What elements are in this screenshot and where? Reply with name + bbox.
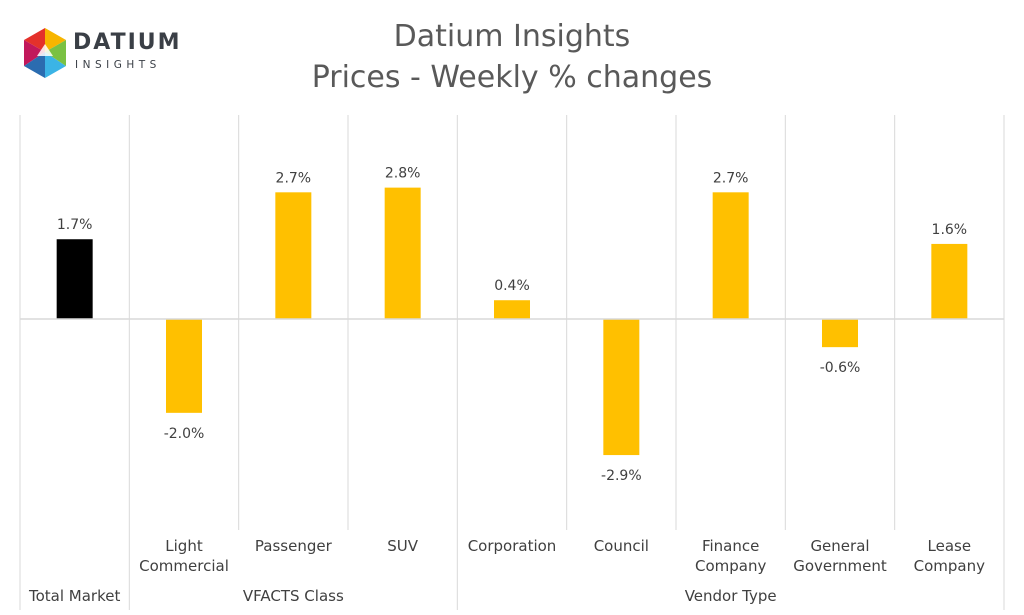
category-label: Company (695, 557, 766, 575)
value-labels: 1.7% -2.0% 2.7% 2.8% 0.4% -2.9% 2.7% -0.6% 1.6% (57, 166, 967, 484)
value-label: -0.6% (820, 360, 861, 376)
category-label: Company (914, 557, 985, 575)
category-label: Government (793, 557, 887, 575)
bar-council (603, 319, 640, 456)
value-label: 2.8% (385, 166, 421, 182)
category-label: Finance (702, 537, 759, 555)
bar-light-commercial (166, 319, 202, 413)
bar-suv (384, 187, 421, 319)
value-label: 2.7% (276, 170, 312, 186)
group-labels: VFACTS Class Vendor Type (243, 587, 777, 605)
value-label: 1.6% (932, 222, 968, 238)
category-label: Passenger (255, 537, 333, 555)
category-label: Lease (928, 537, 972, 555)
value-label: 2.7% (713, 170, 749, 186)
bar-total-market (56, 239, 93, 319)
logo-subtitle: INSIGHTS (75, 59, 161, 71)
category-label: Council (594, 537, 649, 555)
category-label: General (810, 537, 869, 555)
bar-passenger (275, 192, 312, 319)
value-label: -2.0% (164, 426, 205, 442)
logo-wordmark: DATIUM (73, 30, 182, 55)
bar-corporation (494, 300, 530, 319)
category-label: Total Market (28, 587, 120, 605)
category-label: Light (165, 537, 203, 555)
bar-finance-company (712, 192, 749, 319)
category-label: Commercial (139, 557, 229, 575)
value-label: -2.9% (601, 468, 642, 484)
group-label: VFACTS Class (243, 587, 344, 605)
value-label: 1.7% (57, 217, 93, 233)
category-label: Corporation (468, 537, 557, 555)
bars (56, 187, 968, 456)
group-label: Vendor Type (685, 587, 777, 605)
category-dividers (19, 115, 1005, 610)
datium-logo: DATIUM INSIGHTS (20, 26, 180, 84)
category-labels: Light Commercial Passenger SUV Corporation Co… (28, 537, 985, 605)
datium-hexagon-icon (24, 28, 66, 78)
chart-title: Datium Insights (394, 19, 631, 54)
bar-lease-company (931, 243, 968, 319)
chart-subtitle: Prices - Weekly % changes (312, 60, 713, 95)
bar-general-government (822, 319, 858, 348)
value-label: 0.4% (494, 278, 530, 294)
category-label: SUV (387, 537, 419, 555)
